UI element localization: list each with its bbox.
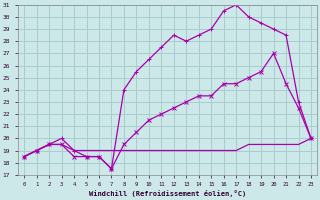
X-axis label: Windchill (Refroidissement éolien,°C): Windchill (Refroidissement éolien,°C) bbox=[89, 190, 246, 197]
